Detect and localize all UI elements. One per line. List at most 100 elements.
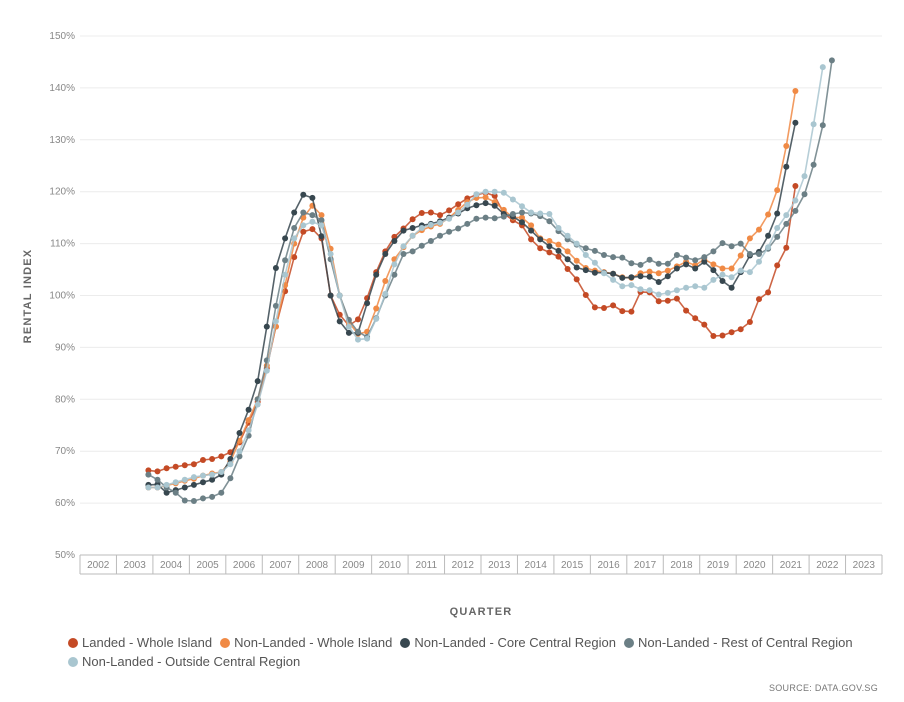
data-point [455, 225, 462, 232]
data-point [373, 271, 380, 278]
x-tick-label: 2004 [160, 560, 183, 571]
data-point [637, 261, 644, 268]
data-point [345, 323, 352, 330]
data-point [491, 215, 498, 222]
x-tick-label: 2005 [196, 560, 219, 571]
data-point [364, 335, 371, 342]
data-point [701, 321, 708, 328]
data-point [418, 242, 425, 249]
data-point [601, 252, 607, 258]
data-point [601, 305, 607, 311]
x-tick-label: 2015 [561, 560, 584, 571]
chart-legend: Landed - Whole Island Non-Landed - Whole … [68, 634, 888, 672]
x-tick-label: 2021 [780, 560, 803, 571]
x-tick-label: 2007 [269, 560, 292, 571]
data-point [683, 261, 690, 268]
data-point [418, 210, 425, 216]
data-point [300, 191, 307, 198]
data-point [683, 307, 690, 314]
data-point [300, 228, 307, 235]
data-point [728, 284, 735, 291]
data-point [464, 220, 471, 227]
data-point [500, 206, 507, 213]
data-point [810, 121, 817, 128]
data-point [810, 161, 817, 168]
data-point [345, 329, 352, 336]
data-point [245, 406, 252, 413]
legend-item: Non-Landed - Core Central Region [400, 634, 616, 652]
y-tick-label: 110% [50, 239, 75, 250]
x-tick-label: 2023 [853, 560, 876, 571]
data-point [163, 481, 170, 488]
data-point [427, 238, 434, 244]
data-point [181, 484, 188, 491]
data-point [200, 479, 206, 486]
data-point [437, 232, 443, 239]
y-tick-label: 120% [49, 187, 75, 198]
series-4 [145, 57, 835, 504]
data-point [145, 484, 152, 491]
data-point [737, 267, 744, 274]
data-point [573, 240, 580, 247]
data-point [364, 300, 371, 307]
plot-area [145, 57, 835, 504]
data-point [537, 210, 544, 217]
data-point [145, 467, 152, 474]
data-point [619, 254, 626, 261]
data-point [792, 207, 799, 214]
legend-label: Non-Landed - Outside Central Region [82, 654, 301, 669]
data-point [664, 260, 671, 267]
legend-item: Non-Landed - Whole Island [220, 634, 392, 652]
data-point [272, 318, 279, 325]
data-point [673, 295, 680, 302]
data-point [573, 264, 580, 271]
source-note: SOURCE: DATA.GOV.SG [768, 683, 878, 693]
x-tick-label: 2017 [634, 560, 657, 571]
data-point [528, 222, 535, 229]
x-tick-label: 2014 [525, 560, 548, 571]
data-point [546, 243, 553, 250]
data-point [737, 252, 744, 259]
legend-swatch [623, 638, 634, 648]
data-point [509, 196, 516, 203]
series-3 [145, 119, 799, 496]
data-point [528, 227, 535, 234]
data-point [619, 274, 626, 281]
data-point [282, 257, 289, 264]
data-point [282, 271, 289, 278]
data-point [546, 218, 553, 225]
data-point [655, 260, 662, 267]
data-point [646, 256, 653, 263]
data-point [555, 225, 562, 231]
data-point [355, 336, 361, 343]
data-point [591, 259, 598, 266]
x-tick-label: 2013 [488, 560, 511, 571]
data-point [427, 221, 434, 228]
data-point [692, 283, 699, 290]
data-point [828, 57, 835, 64]
data-point [710, 276, 717, 283]
legend-item: Landed - Whole Island [68, 634, 212, 652]
data-point [591, 247, 598, 254]
data-point [519, 203, 525, 210]
data-point [728, 329, 735, 336]
data-point [673, 287, 680, 294]
data-point [236, 430, 243, 436]
data-point [409, 225, 416, 231]
data-point [655, 291, 662, 298]
data-point [719, 271, 726, 278]
data-point [610, 276, 617, 283]
data-point [318, 233, 325, 240]
legend-swatch [220, 638, 231, 648]
data-point [327, 292, 334, 299]
data-point [300, 222, 307, 229]
data-point [692, 315, 699, 322]
data-point [482, 194, 489, 201]
data-point [272, 302, 279, 309]
data-point [309, 218, 316, 225]
data-point [646, 287, 653, 294]
data-point [190, 498, 197, 504]
x-tick-label: 2022 [816, 560, 839, 571]
data-point [792, 183, 799, 189]
